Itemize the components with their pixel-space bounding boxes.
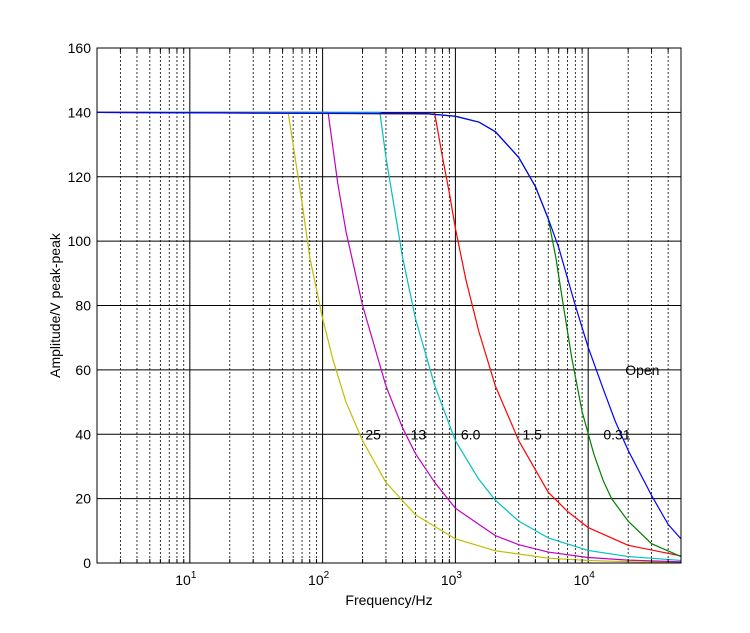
- y-tick-label: 120: [68, 169, 92, 185]
- y-tick-label: 140: [68, 104, 92, 120]
- series-layer: [96, 111, 682, 564]
- series-line-25: [97, 111, 682, 564]
- x-tick-label: 102: [308, 570, 330, 588]
- y-tick-label: 40: [75, 426, 91, 442]
- curve-label: 25: [365, 426, 381, 442]
- curve-label: 13: [411, 426, 427, 442]
- y-tick-label: 60: [75, 362, 91, 378]
- y-tick-label: 20: [75, 491, 91, 507]
- annotation-layer: 25 13 6.0 1.5 0.31 Open: [365, 362, 659, 442]
- curve-label: 1.5: [522, 426, 542, 442]
- y-tick-label: 160: [68, 40, 92, 56]
- y-tick-label: 80: [75, 298, 91, 314]
- x-axis-label: Frequency/Hz: [345, 592, 432, 608]
- series-line-13: [97, 111, 682, 563]
- series-line-Open: [96, 111, 682, 540]
- curve-label: Open: [625, 362, 659, 378]
- y-tick-label: 0: [83, 555, 91, 571]
- ticks-layer: 0 20 40 60 80 100 120 140 160 101 102 103 104: [68, 40, 682, 588]
- x-tick-label: 103: [441, 570, 463, 588]
- x-tick-label: 101: [175, 570, 197, 588]
- curve-label: 0.31: [603, 426, 630, 442]
- plot-frame: [96, 47, 682, 564]
- x-tick-label: 104: [574, 570, 596, 588]
- curve-label: 6.0: [461, 426, 481, 442]
- y-axis-label: Amplitude/V peak-peak: [47, 232, 63, 378]
- series-line-1-5: [96, 111, 682, 557]
- y-tick-label: 100: [68, 233, 92, 249]
- series-line-6-0: [97, 111, 682, 562]
